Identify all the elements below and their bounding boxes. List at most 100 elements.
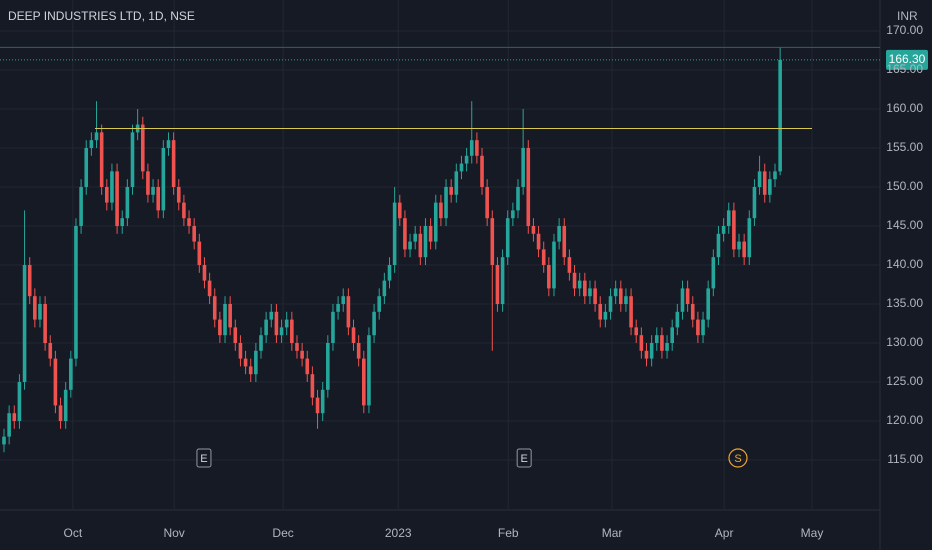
- candle-body: [613, 288, 618, 297]
- last-price-label: 166.30: [889, 52, 926, 66]
- candle-body: [433, 202, 438, 242]
- candle-body: [105, 186, 109, 203]
- candle-body: [320, 389, 325, 414]
- candle-body: [449, 186, 453, 195]
- candle-body: [197, 241, 202, 265]
- candle-body: [17, 382, 22, 422]
- y-tick-label: 140.00: [886, 257, 923, 271]
- candle-body: [233, 327, 238, 344]
- candle-body: [629, 296, 633, 328]
- candle-body: [603, 311, 608, 320]
- candle-body: [372, 311, 376, 336]
- y-tick-label: 150.00: [886, 179, 923, 193]
- candle-body: [480, 155, 484, 187]
- candle-body: [619, 288, 623, 304]
- last-price-box: [886, 49, 928, 70]
- candle-body: [254, 350, 258, 375]
- candle-body: [300, 350, 304, 359]
- event-label: E: [200, 453, 207, 465]
- candle-body: [12, 413, 17, 422]
- candle-body: [660, 335, 664, 351]
- candle-body: [192, 225, 196, 242]
- grid: [0, 0, 881, 550]
- candle-body: [583, 280, 587, 297]
- candle-body: [670, 327, 674, 344]
- candle-body: [737, 241, 741, 250]
- candle-body: [541, 249, 546, 265]
- y-tick-label: 155.00: [886, 140, 923, 154]
- candle-body: [495, 264, 500, 304]
- y-tick-label: 145.00: [886, 218, 923, 232]
- candle-body: [392, 202, 397, 265]
- candle-body: [38, 303, 42, 320]
- candle-body: [382, 280, 387, 297]
- candle-body: [377, 296, 382, 312]
- candle-body: [516, 186, 520, 211]
- candle-body: [536, 233, 541, 250]
- candle-body: [762, 171, 767, 195]
- candle-body: [439, 202, 443, 219]
- candle-body: [701, 319, 705, 336]
- event-marker: [728, 448, 748, 468]
- candle-body: [726, 210, 731, 226]
- candle-body: [238, 343, 243, 359]
- candle-body: [274, 311, 279, 336]
- candle-body: [48, 343, 53, 359]
- x-tick-label: Mar: [602, 526, 623, 540]
- candle-body: [469, 140, 474, 156]
- candle-body: [649, 343, 654, 359]
- candle-body: [644, 350, 649, 359]
- candle-body: [110, 171, 114, 203]
- x-tick-label: Feb: [498, 526, 519, 540]
- y-tick-label: 115.00: [887, 452, 923, 466]
- candle-body: [228, 303, 232, 328]
- candle-body: [341, 296, 346, 304]
- candle-body: [588, 288, 592, 297]
- candle-body: [362, 358, 366, 406]
- candle-body: [757, 171, 762, 187]
- candle-body: [171, 140, 176, 187]
- candle-body: [259, 335, 263, 351]
- candle-body: [413, 233, 417, 242]
- candle-body: [79, 186, 83, 226]
- candle-body: [423, 225, 428, 258]
- candle-body: [387, 264, 392, 281]
- candle-body: [269, 311, 274, 320]
- candle-body: [290, 319, 294, 344]
- overlay: 166.30 E E S: [0, 46, 928, 468]
- candle-body: [773, 171, 777, 180]
- candle-body: [742, 241, 746, 258]
- candle-body: [223, 303, 227, 336]
- candle-body: [706, 288, 710, 320]
- candle-body: [264, 319, 268, 336]
- candle-body: [768, 179, 772, 195]
- candle-body: [716, 233, 721, 258]
- x-tick-label: May: [801, 526, 824, 540]
- candle-body: [490, 218, 495, 265]
- candle-body: [500, 257, 505, 304]
- candle-body: [639, 335, 644, 351]
- candle-body: [84, 147, 89, 187]
- candle-body: [187, 218, 191, 226]
- x-tick-label: Dec: [272, 526, 293, 540]
- x-tick-label: 2023: [385, 526, 412, 540]
- candle-body: [567, 257, 572, 273]
- candle-body: [459, 163, 464, 172]
- candle-body: [778, 59, 782, 172]
- candle-body: [99, 132, 104, 187]
- candle-body: [351, 327, 356, 344]
- x-tick-label: Nov: [163, 526, 184, 540]
- candle-body: [690, 303, 695, 320]
- candle-body: [572, 272, 577, 289]
- candle-body: [326, 343, 330, 390]
- candle-body: [511, 210, 515, 219]
- candle-body: [356, 343, 361, 359]
- candle-body: [485, 186, 489, 219]
- y-tick-label: 135.00: [886, 296, 923, 310]
- candle-body: [58, 405, 63, 422]
- candle-body: [33, 296, 37, 320]
- candle-body: [418, 233, 423, 258]
- candle-body: [557, 225, 561, 242]
- currency: INR: [897, 9, 918, 23]
